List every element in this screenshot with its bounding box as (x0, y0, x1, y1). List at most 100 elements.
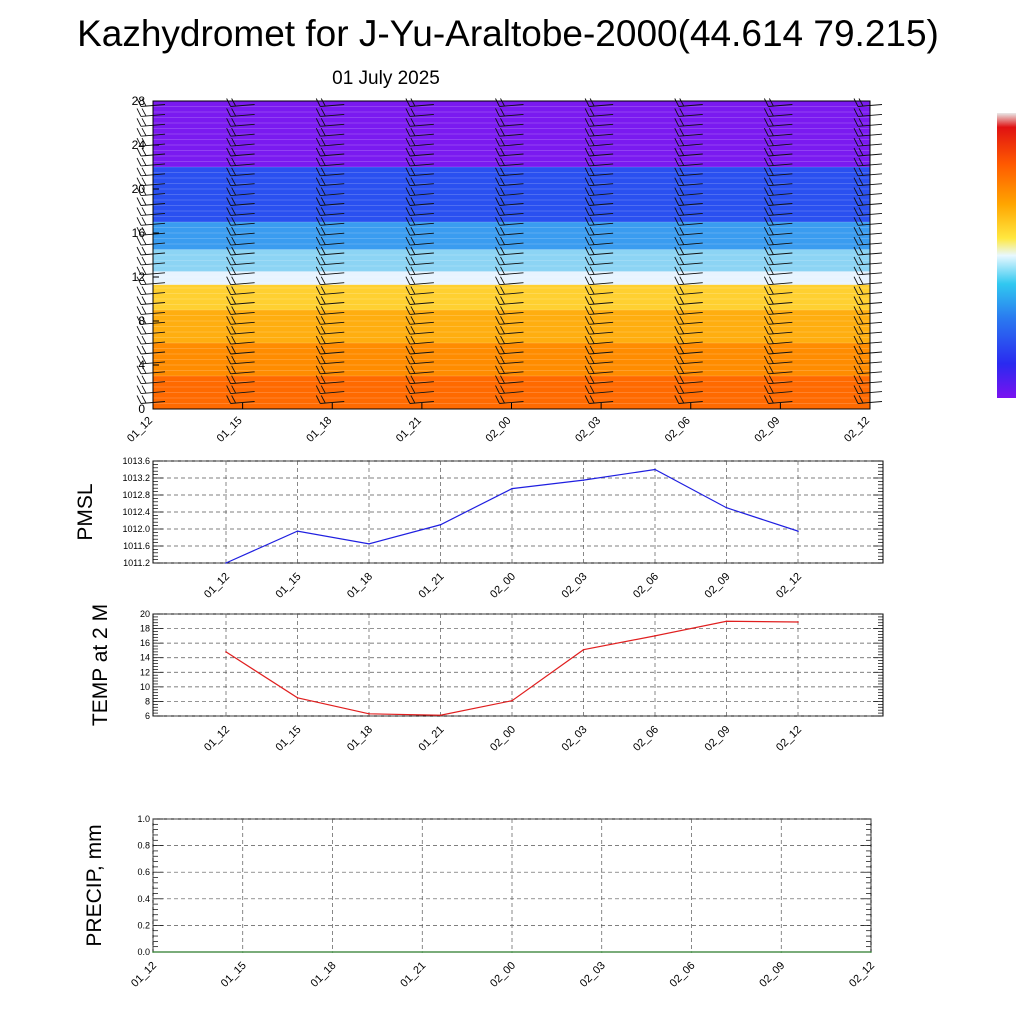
wind-barb (763, 147, 793, 157)
heat-band (153, 284, 870, 310)
wind-barb (584, 226, 614, 236)
data-point (225, 562, 227, 564)
data-point (797, 621, 799, 623)
x-tick-label: 02_09 (703, 724, 733, 754)
x-tick-label: 01_15 (215, 415, 245, 445)
wind-barb (495, 127, 524, 137)
wind-barb (226, 375, 255, 385)
wind-barb (405, 147, 434, 157)
wind-barb (763, 137, 793, 147)
y-tick-label: 28 (132, 94, 146, 108)
wind-barb (315, 167, 345, 177)
wind-barb (674, 385, 703, 395)
wind-barb (674, 325, 703, 335)
wind-barb (315, 385, 345, 395)
wind-barb (495, 167, 524, 177)
wind-barb (584, 276, 614, 286)
wind-barb (226, 395, 255, 404)
contour-line (152, 380, 871, 383)
contour-line (152, 331, 871, 333)
wind-barb (315, 197, 345, 206)
x-tick-label: 01_12 (202, 724, 232, 754)
x-tick-label: 01_21 (417, 724, 447, 754)
wind-barb (674, 118, 703, 127)
wind-barb (405, 207, 434, 216)
wind-barb (674, 365, 703, 375)
cross-section-panel: 0 4 8 12 16 20 24 28 01_12 01_15 01_18 01_21 02_00 02… (125, 94, 883, 445)
contour-line (152, 105, 871, 108)
wind-barb (763, 197, 793, 206)
y-tick-label: 1012.0 (122, 524, 150, 534)
wind-barb (495, 395, 524, 404)
data-point (690, 951, 693, 953)
wind-barb (763, 217, 793, 226)
x-tick-label: 02_09 (703, 571, 733, 601)
wind-barb (584, 395, 614, 404)
wind-barb (495, 246, 524, 256)
wind-barb (674, 187, 703, 197)
wind-barb (495, 385, 524, 395)
x-tick-label: 02_06 (631, 724, 661, 754)
wind-barb (674, 306, 703, 315)
wind-barb (674, 177, 703, 187)
x-tick-label: 02_03 (560, 571, 590, 601)
y-tick-label: 0.2 (137, 920, 150, 930)
wind-barb (495, 197, 524, 206)
wind-barb (226, 355, 255, 365)
wind-barb (763, 177, 793, 187)
y-tick-label: 0 (138, 402, 145, 416)
wind-barb (315, 236, 345, 246)
wind-barb (226, 266, 255, 276)
wind-barb (405, 187, 434, 197)
wind-barb (763, 365, 793, 375)
wind-barb (763, 306, 793, 315)
wind-barb (763, 127, 793, 137)
data-point (296, 696, 299, 699)
wind-barb (584, 187, 614, 197)
wind-barb (315, 127, 345, 137)
wind-barb (315, 276, 345, 286)
wind-barb (674, 98, 703, 107)
data-point (296, 530, 299, 532)
x-tick-label: 02_06 (668, 960, 698, 990)
y-tick-label: 0.0 (137, 947, 150, 957)
y-tick-label: 12 (132, 270, 146, 284)
data-point (780, 951, 783, 953)
data-point (152, 951, 154, 953)
wind-barb (763, 226, 793, 236)
wind-barb (674, 276, 703, 286)
wind-barb (763, 325, 793, 335)
y-axis-label: PRECIP, mm (83, 824, 106, 946)
x-tick-label: 02_06 (663, 415, 693, 445)
wind-barb (226, 236, 255, 246)
wind-barb (226, 147, 255, 157)
wind-barb (226, 335, 255, 345)
wind-barb (226, 177, 255, 187)
wind-barb (405, 137, 434, 147)
wind-barb (495, 345, 524, 355)
x-tick-label: 01_21 (417, 571, 447, 601)
wind-barb (226, 226, 255, 236)
wind-barb (226, 365, 255, 375)
wind-barb (584, 335, 614, 345)
wind-barb (674, 217, 703, 226)
contour-line (152, 160, 871, 163)
heat-band (153, 101, 870, 167)
data-point (725, 620, 728, 623)
wind-barb (584, 217, 614, 226)
wind-barb (405, 375, 434, 385)
wind-barb (584, 197, 614, 206)
wind-barb (226, 197, 255, 206)
x-tick-label: 02_12 (847, 960, 877, 990)
wind-barb (495, 306, 524, 315)
wind-barb (226, 217, 255, 226)
wind-barb (584, 355, 614, 365)
wind-barb (584, 325, 614, 335)
wind-barb (226, 256, 255, 266)
wind-barb (315, 157, 345, 167)
data-point (511, 487, 513, 490)
wind-barb (405, 98, 434, 107)
wind-barb (405, 296, 434, 305)
x-tick-label: 02_09 (757, 960, 787, 990)
